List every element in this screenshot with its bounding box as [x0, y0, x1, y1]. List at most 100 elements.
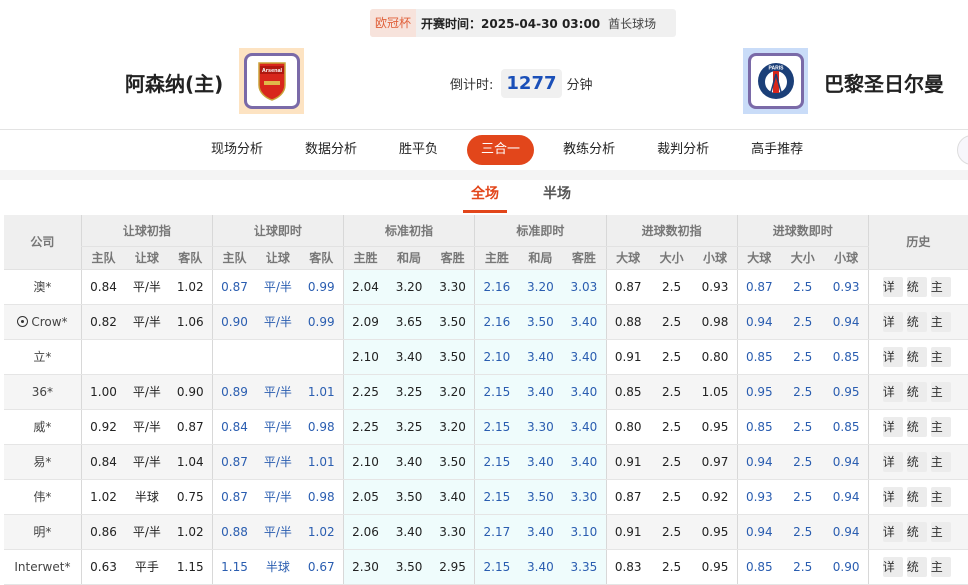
- tab-full-time[interactable]: 全场: [463, 183, 507, 213]
- action-button[interactable]: 统: [906, 311, 927, 332]
- action-button[interactable]: 详: [882, 556, 903, 577]
- away-team-name[interactable]: 巴黎圣日尔曼: [824, 72, 944, 96]
- company-cell[interactable]: 立*: [4, 339, 82, 375]
- odds-cell: 3.40: [518, 444, 563, 480]
- nav-referee[interactable]: 裁判分析: [657, 142, 710, 157]
- table-row: Crow* 0.82 平/半 1.06 0.90 平/半 0.99 2.09 3.65 3.50 2…: [4, 304, 968, 340]
- company-cell[interactable]: 明*: [4, 514, 82, 550]
- league-badge[interactable]: 欧冠杯: [370, 9, 417, 37]
- nav-three-in-one[interactable]: 三合一: [467, 135, 535, 165]
- odds-cell: 3.50: [430, 304, 475, 340]
- odds-cell: 0.94: [824, 514, 869, 550]
- odds-cell: 3.40: [518, 339, 563, 375]
- odds-cell: 2.16: [474, 269, 519, 305]
- tab-half-time[interactable]: 半场: [543, 186, 571, 202]
- action-button[interactable]: 主: [930, 486, 951, 507]
- odds-cell: 0.92: [80, 409, 126, 445]
- sub-header: 主胜: [342, 246, 388, 270]
- odds-cell: 0.85: [605, 374, 650, 410]
- sub-header: 主胜: [474, 246, 519, 270]
- odds-cell: 3.20: [430, 409, 475, 445]
- action-button[interactable]: 详: [882, 521, 903, 542]
- nav-data[interactable]: 数据分析: [305, 142, 358, 157]
- action-button[interactable]: 主: [930, 346, 951, 367]
- company-cell[interactable]: 威*: [4, 409, 82, 445]
- odds-cell: 0.92: [693, 479, 738, 515]
- action-button[interactable]: 主: [930, 556, 951, 577]
- action-button[interactable]: 统: [906, 486, 927, 507]
- nav-1x2[interactable]: 胜平负: [399, 142, 439, 157]
- sub-header: 大小: [649, 246, 694, 270]
- odds-cell: 2.15: [474, 549, 519, 585]
- odds-cell: 0.82: [80, 304, 126, 340]
- company-cell[interactable]: Interwet*: [4, 549, 82, 585]
- soccer-ball-icon: [17, 315, 29, 327]
- odds-cell: 0.85: [736, 409, 781, 445]
- company-name: Interwet*: [14, 559, 71, 574]
- odds-cell: 0.84: [80, 269, 126, 305]
- home-logo-text: Arsenal: [261, 68, 282, 74]
- history-actions: 详统主: [867, 339, 968, 375]
- action-button[interactable]: 主: [930, 451, 951, 472]
- action-button[interactable]: 统: [906, 556, 927, 577]
- nav-coach[interactable]: 教练分析: [563, 142, 616, 157]
- action-button[interactable]: 主: [930, 521, 951, 542]
- action-button[interactable]: 统: [906, 276, 927, 297]
- odds-cell: 0.85: [824, 409, 869, 445]
- company-cell[interactable]: 澳*: [4, 269, 82, 305]
- action-button[interactable]: 统: [906, 346, 927, 367]
- odds-cell: 平/半: [256, 409, 300, 445]
- home-team-name[interactable]: 阿森纳(主): [125, 72, 224, 96]
- action-button[interactable]: 详: [882, 451, 903, 472]
- action-button[interactable]: 详: [882, 276, 903, 297]
- action-button[interactable]: 详: [882, 486, 903, 507]
- sub-header: 和局: [518, 246, 563, 270]
- action-button[interactable]: 详: [882, 381, 903, 402]
- odds-cell: 0.94: [824, 444, 869, 480]
- odds-cell: 3.50: [387, 479, 431, 515]
- odds-cell: 2.5: [780, 514, 825, 550]
- table-row: 36* 1.00 平/半 0.90 0.89 平/半 1.01 2.25 3.25 3.20 2.1…: [4, 374, 968, 410]
- odds-cell: 3.40: [430, 479, 475, 515]
- home-team-logo[interactable]: Arsenal: [239, 48, 304, 114]
- action-button[interactable]: 详: [882, 416, 903, 437]
- action-button[interactable]: 主: [930, 381, 951, 402]
- away-team-logo[interactable]: PARIS: [743, 48, 808, 114]
- odds-cell: 3.40: [518, 514, 563, 550]
- odds-cell: 半球: [125, 479, 169, 515]
- odds-cell: 0.93: [693, 269, 738, 305]
- odds-cell: 3.10: [562, 514, 607, 550]
- company-cell[interactable]: Crow*: [4, 304, 82, 340]
- history-actions: 详统主: [867, 374, 968, 410]
- action-button[interactable]: 主: [930, 276, 951, 297]
- action-button[interactable]: 统: [906, 381, 927, 402]
- nav-onsite[interactable]: 现场分析: [211, 142, 264, 157]
- action-button[interactable]: 统: [906, 521, 927, 542]
- odds-cell: 2.15: [474, 374, 519, 410]
- odds-cell: 2.05: [342, 479, 388, 515]
- odds-cell: 0.90: [824, 549, 869, 585]
- sub-header: 让球: [256, 246, 300, 270]
- action-button[interactable]: 主: [930, 311, 951, 332]
- odds-cell: 0.87: [211, 269, 257, 305]
- action-button[interactable]: 详: [882, 311, 903, 332]
- odds-cell: 0.87: [605, 479, 650, 515]
- action-button[interactable]: 主: [930, 416, 951, 437]
- action-button[interactable]: 详: [882, 346, 903, 367]
- company-cell[interactable]: 伟*: [4, 479, 82, 515]
- action-button[interactable]: 统: [906, 416, 927, 437]
- nav-extra-button[interactable]: [957, 135, 968, 165]
- odds-cell: 1.02: [168, 514, 213, 550]
- odds-cell: 0.93: [736, 479, 781, 515]
- odds-cell: 0.91: [605, 514, 650, 550]
- odds-cell: 1.15: [168, 549, 213, 585]
- odds-cell: 3.20: [430, 374, 475, 410]
- odds-cell: 2.15: [474, 444, 519, 480]
- odds-cell: 2.5: [780, 409, 825, 445]
- odds-cell: 平/半: [125, 374, 169, 410]
- odds-cell: 0.95: [693, 549, 738, 585]
- nav-expert[interactable]: 高手推荐: [751, 142, 804, 157]
- action-button[interactable]: 统: [906, 451, 927, 472]
- company-cell[interactable]: 36*: [4, 374, 82, 410]
- company-cell[interactable]: 易*: [4, 444, 82, 480]
